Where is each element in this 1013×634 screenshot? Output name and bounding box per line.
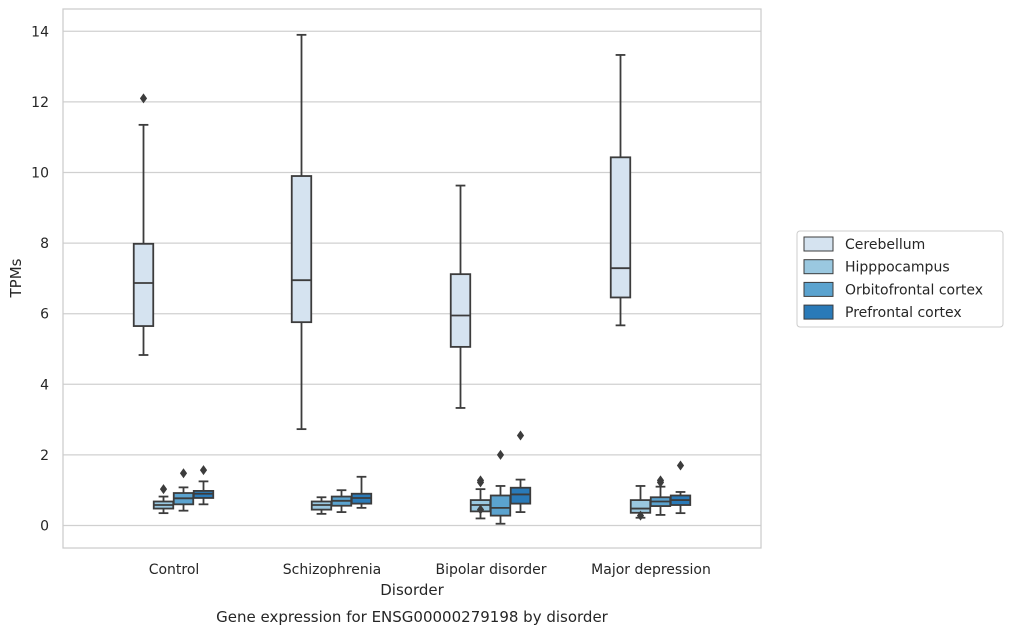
outlier-point xyxy=(476,475,485,486)
y-tick-label: 4 xyxy=(40,377,49,393)
legend-frame xyxy=(796,230,1004,328)
box xyxy=(290,175,313,324)
outlier-point xyxy=(636,510,645,521)
box xyxy=(132,242,155,327)
outlier-point xyxy=(656,475,665,486)
y-tick-label: 0 xyxy=(40,519,49,535)
legend-label: Orbitofrontal cortex xyxy=(845,282,983,298)
outlier-point xyxy=(476,504,485,515)
series-hipppocampus xyxy=(152,475,652,521)
x-tick-label: Major depression xyxy=(591,562,711,578)
box xyxy=(489,494,512,517)
legend-label: Cerebellum xyxy=(845,237,925,253)
y-tick-label: 2 xyxy=(40,448,49,464)
outlier-point xyxy=(179,468,188,479)
x-axis-label: Disorder xyxy=(380,581,444,599)
legend-swatch xyxy=(803,304,834,320)
gridlines xyxy=(63,30,761,527)
series-orbitofrontal-cortex xyxy=(172,449,672,525)
x-tick-labels: Control Schizophrenia Bipolar disorder Majo… xyxy=(149,562,711,578)
x-tick-label: Schizophrenia xyxy=(283,562,381,578)
outlier-point xyxy=(199,465,208,476)
y-tick-label: 10 xyxy=(31,166,49,182)
y-tick-label: 14 xyxy=(31,24,49,40)
legend-items: Cerebellum Hipppocampus Orbitofrontal cort… xyxy=(803,236,983,321)
legend-label: Hipppocampus xyxy=(845,260,950,276)
legend-swatch xyxy=(803,259,834,275)
outlier-point xyxy=(676,460,685,471)
y-tick-label: 12 xyxy=(31,95,49,111)
series-prefrontal-cortex xyxy=(192,430,692,515)
y-tick-labels: 0 2 4 6 8 10 12 14 xyxy=(31,24,49,534)
legend-swatch xyxy=(803,281,834,297)
x-tick-label: Control xyxy=(149,562,200,578)
chart-caption: Gene expression for ENSG00000279198 by d… xyxy=(216,608,609,626)
legend-swatch xyxy=(803,236,834,252)
y-tick-label: 8 xyxy=(40,236,49,252)
y-tick-label: 6 xyxy=(40,307,49,323)
box xyxy=(509,486,532,505)
y-axis-label: TPMs xyxy=(7,258,25,298)
box-series xyxy=(132,33,692,525)
box xyxy=(609,156,632,299)
plot-frame xyxy=(62,8,762,549)
box xyxy=(449,273,472,348)
outlier-point xyxy=(139,93,148,104)
series-cerebellum xyxy=(132,33,632,431)
outlier-point xyxy=(159,484,168,495)
legend: Cerebellum Hipppocampus Orbitofrontal cort… xyxy=(796,230,1004,328)
outlier-point xyxy=(516,430,525,441)
outlier-point xyxy=(496,449,505,460)
x-tick-label: Bipolar disorder xyxy=(435,562,546,578)
legend-label: Prefrontal cortex xyxy=(845,305,962,321)
